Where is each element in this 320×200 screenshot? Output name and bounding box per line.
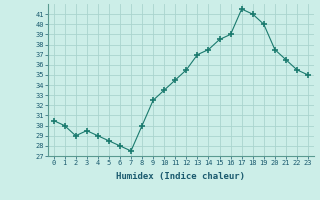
X-axis label: Humidex (Indice chaleur): Humidex (Indice chaleur) <box>116 172 245 181</box>
